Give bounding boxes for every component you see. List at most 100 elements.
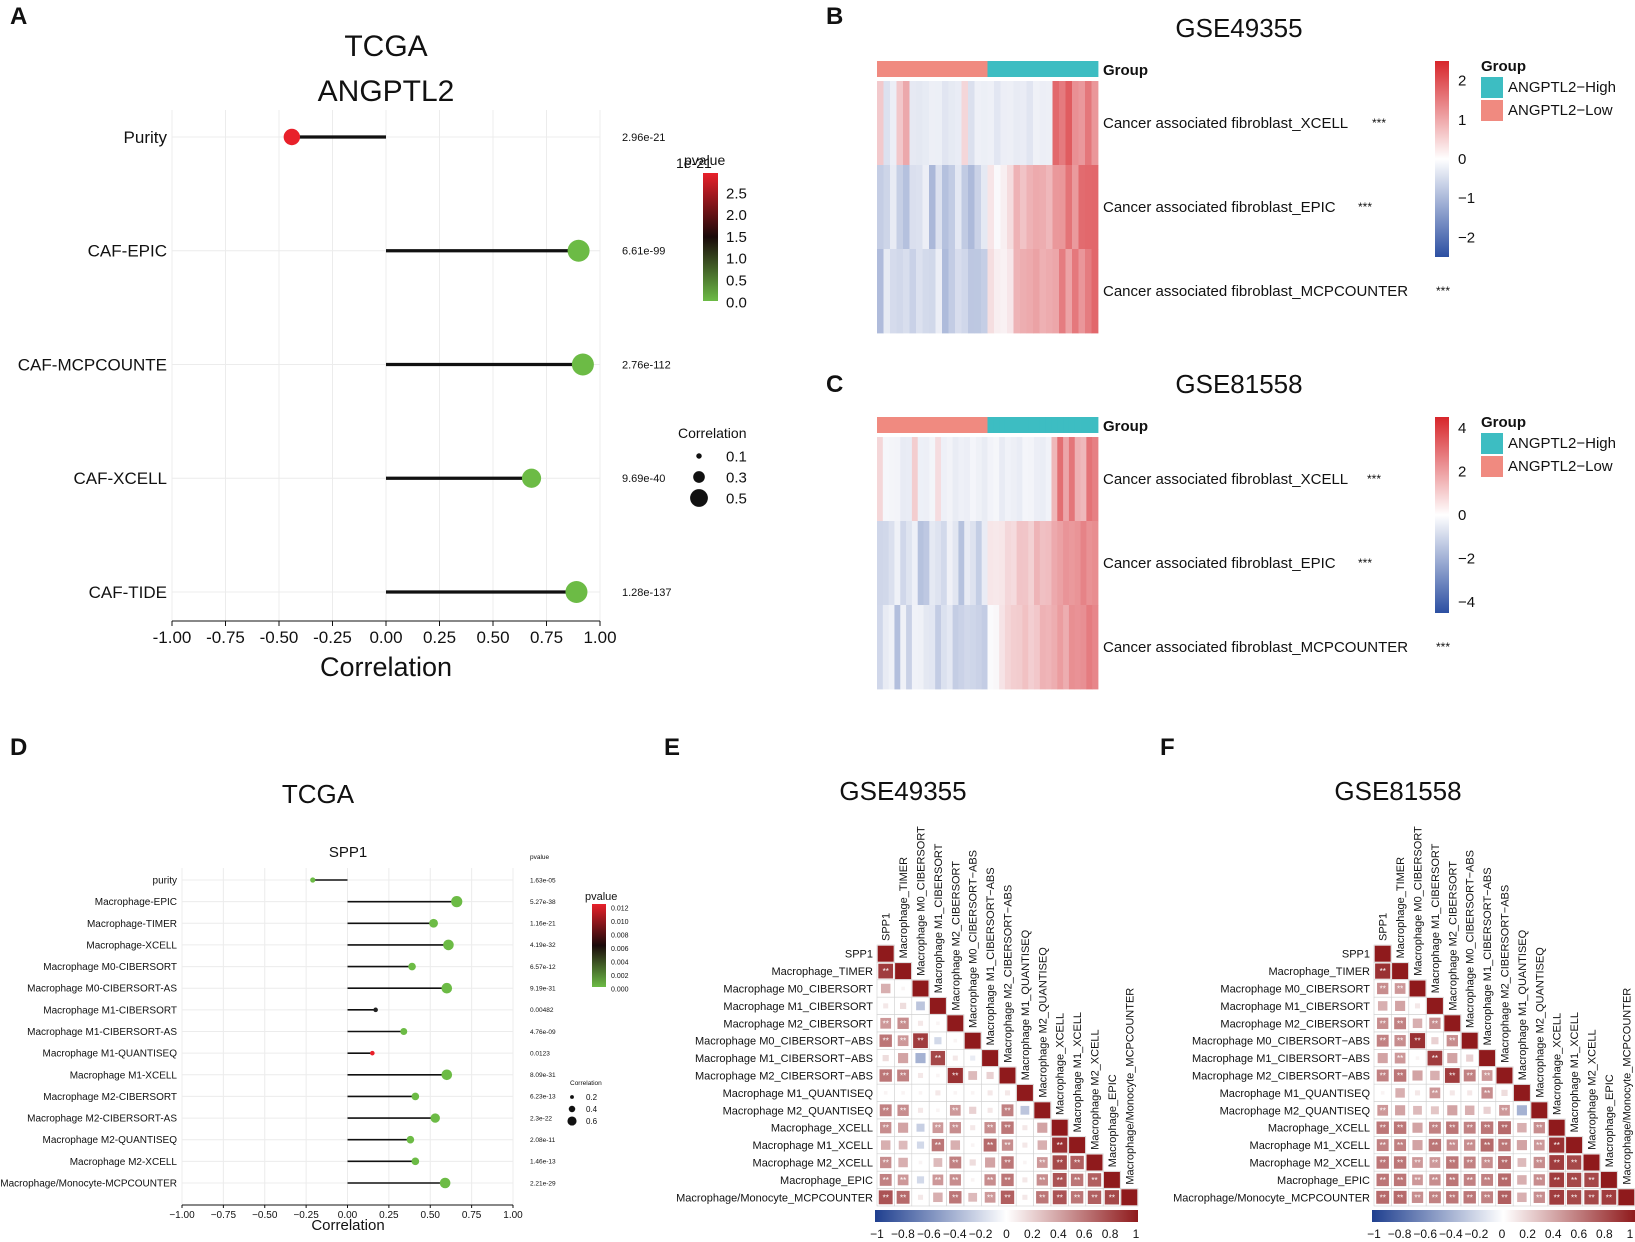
a-size-legend-dot — [693, 471, 705, 483]
e-matrix-mark — [898, 1053, 909, 1064]
f-matrix-mark — [1533, 1122, 1545, 1134]
e-matrix-mark — [968, 1071, 978, 1080]
panel-b-group-row-label: Group — [1103, 62, 1148, 79]
b-group-cell — [1026, 61, 1034, 77]
f-matrix-significance-star: ** — [1397, 1037, 1403, 1046]
e-matrix-mark — [916, 1123, 925, 1132]
f-matrix-mark — [1461, 1032, 1478, 1049]
f-matrix-mark — [1566, 1190, 1582, 1205]
f-matrix-mark — [1549, 1172, 1565, 1188]
f-matrix-mark — [1498, 1173, 1511, 1187]
e-matrix-mark — [898, 1157, 908, 1168]
f-matrix-significance-star: ** — [1501, 1193, 1507, 1202]
c-row-significance: *** — [1358, 556, 1372, 570]
e-scale-tick-label: −0.4 — [943, 1227, 967, 1241]
b-row-label: Cancer associated fibroblast_XCELL — [1103, 115, 1348, 132]
f-matrix-significance-star: ** — [1571, 1159, 1577, 1168]
b-heat-cell — [974, 249, 982, 334]
d-size-legend-label: 0.2 — [586, 1093, 598, 1102]
e-matrix-significance-star: ** — [1004, 1159, 1010, 1168]
f-matrix-mark — [1463, 1191, 1476, 1204]
f-matrix-mark — [1431, 1037, 1439, 1045]
f-matrix-significance-star: ** — [1380, 1124, 1386, 1133]
f-matrix-significance-star: ** — [1449, 1072, 1455, 1081]
e-matrix-significance-star: ** — [935, 1176, 941, 1185]
panel-a-pvalue-legend-exponent: 1e-21 — [676, 155, 712, 171]
e-matrix-mark — [970, 1091, 975, 1095]
b-color-scale-bar — [1435, 61, 1449, 257]
f-matrix-mark — [1549, 1137, 1565, 1153]
a-row-pvalue: 2.76e-112 — [622, 359, 671, 371]
f-matrix-mark — [1412, 1140, 1423, 1151]
b-heat-cell — [994, 165, 1001, 250]
f-matrix-significance-star: ** — [1414, 1037, 1420, 1046]
b-heat-cell — [942, 249, 949, 334]
d-size-legend-label: 0.6 — [586, 1117, 598, 1126]
e-scale-tick-label: 0 — [1003, 1227, 1010, 1241]
b-group-cell — [877, 61, 884, 77]
c-group-cell — [946, 417, 954, 433]
f-matrix-mark — [1446, 1121, 1459, 1134]
b-heat-cell — [1033, 81, 1040, 166]
f-matrix-significance-star: ** — [1432, 1089, 1438, 1098]
f-matrix-mark — [1376, 1139, 1389, 1152]
f-matrix-mark — [1393, 1173, 1407, 1187]
f-scale-tick-label: 0 — [1499, 1227, 1506, 1241]
f-scale-tick-label: −1 — [1367, 1227, 1381, 1241]
f-matrix-mark — [1618, 1189, 1635, 1206]
b-heat-cell — [1013, 249, 1021, 334]
a-lollipop-dot — [521, 468, 542, 488]
c-heat-cell — [946, 437, 954, 522]
b-heat-cell — [1052, 165, 1060, 250]
d-lollipop-dot — [429, 918, 438, 928]
e-column-label: Macrophage M2_QUANTISEQ — [1037, 947, 1049, 1098]
c-heat-cell — [935, 605, 942, 690]
f-matrix-significance-star: ** — [1554, 1193, 1560, 1202]
a-row-label: CAF-XCELL — [73, 469, 167, 488]
f-matrix-mark — [1411, 1191, 1424, 1203]
panel-letter-e: E — [664, 734, 680, 761]
c-heat-cell — [958, 521, 965, 606]
c-group-cell — [877, 417, 884, 433]
e-matrix-mark — [898, 1122, 909, 1133]
f-matrix-mark — [1430, 1106, 1439, 1115]
f-matrix-mark — [1463, 1173, 1476, 1186]
e-scale-tick-label: 0.4 — [1050, 1227, 1067, 1241]
b-heat-cell — [1085, 81, 1092, 166]
e-matrix-mark — [1052, 1155, 1067, 1170]
c-color-scale-bar — [1435, 417, 1449, 613]
c-heat-cell — [906, 437, 913, 522]
e-matrix-significance-star: ** — [883, 1106, 889, 1115]
e-row-label: Macrophage_TIMER — [772, 966, 874, 978]
c-heat-cell — [1010, 521, 1017, 606]
e-matrix-mark — [986, 1071, 994, 1080]
b-heat-cell — [987, 249, 995, 334]
panel-c-title: GSE81558 — [1175, 369, 1302, 399]
f-column-label: Macrophage_TIMER — [1395, 857, 1407, 959]
f-matrix-mark — [1584, 1172, 1599, 1188]
f-matrix-significance-star: ** — [1414, 1159, 1420, 1168]
c-group-cell — [958, 417, 965, 433]
f-matrix-significance-star: ** — [1449, 1159, 1455, 1168]
e-matrix-significance-star: ** — [1109, 1193, 1115, 1202]
b-heat-cell — [1072, 249, 1079, 334]
e-matrix-significance-star: ** — [883, 1037, 889, 1046]
f-matrix-mark — [1376, 1190, 1390, 1204]
e-matrix-mark — [901, 986, 905, 991]
c-heat-cell — [1068, 521, 1076, 606]
b-heat-cell — [974, 165, 982, 250]
f-matrix-mark — [1395, 1088, 1405, 1098]
e-matrix-mark — [985, 1157, 996, 1168]
b-heat-cell — [948, 165, 956, 250]
d-row-label: Macrophage M2-QUANTISEQ — [43, 1135, 178, 1146]
b-heat-cell — [942, 165, 949, 250]
f-matrix-significance-star: ** — [1571, 1193, 1577, 1202]
e-matrix-mark — [932, 1122, 944, 1134]
c-heat-cell — [1074, 605, 1081, 690]
f-matrix-mark — [1496, 1067, 1513, 1084]
e-matrix-mark — [1052, 1137, 1068, 1153]
a-lollipop-dot — [571, 353, 594, 376]
e-matrix-mark — [1069, 1137, 1086, 1154]
a-x-tick-label: -0.25 — [313, 628, 352, 647]
b-heat-cell — [1065, 249, 1073, 334]
